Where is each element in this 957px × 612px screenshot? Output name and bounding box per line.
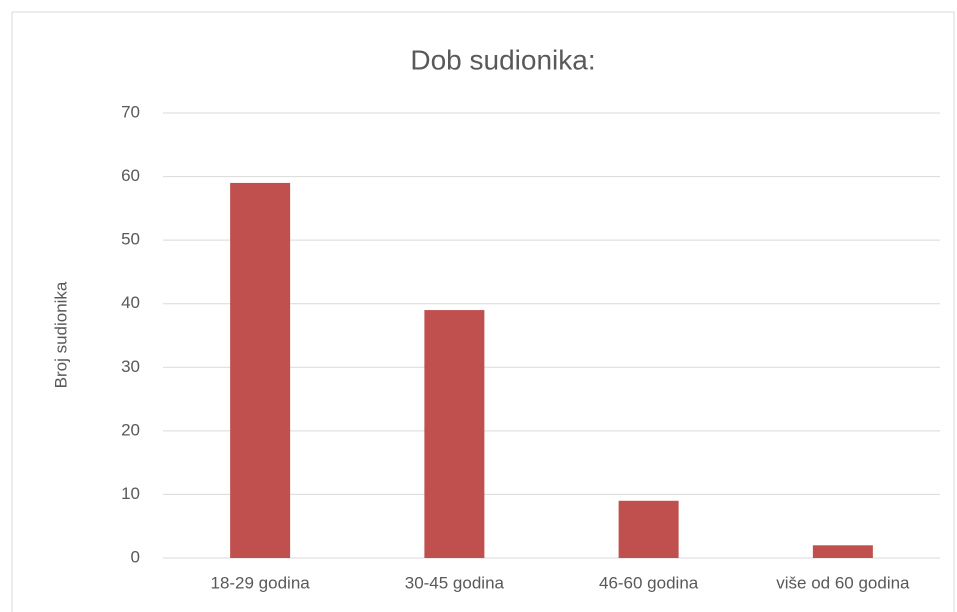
y-tick-label: 30: [121, 357, 140, 376]
x-tick-label: više od 60 godina: [776, 573, 910, 592]
y-tick-label: 0: [131, 547, 140, 566]
chart-title: Dob sudionika:: [410, 44, 595, 75]
y-axis-label: Broj sudionika: [51, 281, 70, 388]
y-tick-label: 40: [121, 293, 140, 312]
y-tick-label: 60: [121, 166, 140, 185]
bar: [424, 310, 485, 558]
bar: [618, 500, 679, 558]
y-tick-label: 50: [121, 230, 140, 249]
bar: [230, 182, 291, 558]
y-tick-label: 70: [121, 102, 140, 121]
y-tick-label: 10: [121, 484, 140, 503]
x-tick-label: 46-60 godina: [599, 573, 699, 592]
y-tick-label: 20: [121, 420, 140, 439]
x-tick-label: 18-29 godina: [210, 573, 310, 592]
x-tick-label: 30-45 godina: [405, 573, 505, 592]
bar: [812, 545, 873, 558]
